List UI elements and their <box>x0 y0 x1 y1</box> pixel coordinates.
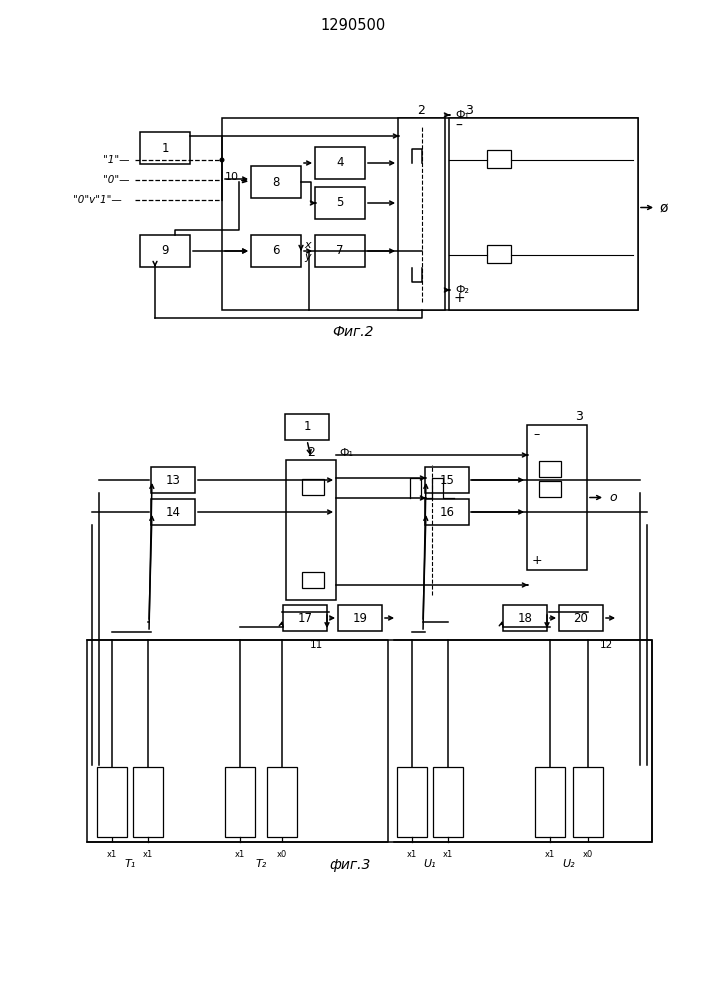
Text: –: – <box>534 428 540 442</box>
Bar <box>222 118 638 310</box>
Text: x: x <box>305 240 311 250</box>
Text: 2: 2 <box>307 446 315 458</box>
Text: 1: 1 <box>161 141 169 154</box>
Text: 1290500: 1290500 <box>320 17 385 32</box>
Text: 3: 3 <box>575 410 583 424</box>
Text: 10: 10 <box>225 172 239 182</box>
Text: x1: x1 <box>107 850 117 859</box>
Text: 14: 14 <box>165 506 180 518</box>
Text: 11: 11 <box>310 640 323 650</box>
Bar <box>267 767 297 837</box>
Text: фиг.3: фиг.3 <box>329 858 370 872</box>
Bar <box>535 767 565 837</box>
Bar <box>315 147 365 179</box>
Text: 4: 4 <box>337 156 344 169</box>
Bar <box>251 166 301 198</box>
Text: U₁: U₁ <box>423 859 436 869</box>
Bar <box>140 235 190 267</box>
Bar <box>573 767 603 837</box>
Text: 20: 20 <box>573 611 588 624</box>
Bar <box>302 572 324 588</box>
Circle shape <box>220 158 224 162</box>
Text: +: + <box>532 554 542 566</box>
Text: 5: 5 <box>337 196 344 210</box>
Text: Ф₁: Ф₁ <box>455 110 469 120</box>
Bar <box>315 187 365 219</box>
Text: ø: ø <box>660 200 669 215</box>
Text: U₂: U₂ <box>563 859 575 869</box>
Bar <box>251 235 301 267</box>
Text: 16: 16 <box>440 506 455 518</box>
Text: "0"—: "0"— <box>103 175 130 185</box>
Bar <box>539 461 561 477</box>
Bar <box>527 425 587 570</box>
Bar <box>151 467 195 493</box>
Text: x1: x1 <box>143 850 153 859</box>
Text: "1"—: "1"— <box>103 155 130 165</box>
Bar <box>487 150 511 168</box>
Text: x1: x1 <box>407 850 417 859</box>
Text: Фиг.2: Фиг.2 <box>332 325 374 339</box>
Bar <box>433 767 463 837</box>
Text: o: o <box>609 491 617 504</box>
Text: Ф₁: Ф₁ <box>339 448 353 458</box>
Bar <box>539 481 561 497</box>
Text: Ф₂: Ф₂ <box>455 285 469 295</box>
Text: "0"v"1"—: "0"v"1"— <box>74 195 122 205</box>
Bar <box>133 767 163 837</box>
Text: 15: 15 <box>440 474 455 487</box>
Text: x1: x1 <box>443 850 453 859</box>
Text: x0: x0 <box>277 850 287 859</box>
Text: 3: 3 <box>465 104 473 116</box>
Bar <box>503 605 547 631</box>
Text: 1: 1 <box>303 420 311 434</box>
Bar <box>559 605 603 631</box>
Text: 13: 13 <box>165 474 180 487</box>
Text: T₁: T₁ <box>124 859 136 869</box>
Text: 18: 18 <box>518 611 532 624</box>
Text: x1: x1 <box>545 850 555 859</box>
Text: 12: 12 <box>600 640 613 650</box>
Bar <box>425 467 469 493</box>
Bar <box>87 640 652 842</box>
Text: –: – <box>455 119 462 133</box>
Bar <box>397 767 427 837</box>
Bar <box>285 414 329 440</box>
Bar <box>302 479 324 495</box>
Bar <box>449 118 638 310</box>
Text: 8: 8 <box>272 176 280 188</box>
Text: 19: 19 <box>353 611 368 624</box>
Text: 9: 9 <box>161 244 169 257</box>
Text: x0: x0 <box>583 850 593 859</box>
Bar <box>97 767 127 837</box>
Bar <box>338 605 382 631</box>
Text: 2: 2 <box>418 104 426 116</box>
Bar <box>225 767 255 837</box>
Text: T₂: T₂ <box>255 859 267 869</box>
Bar <box>286 460 336 600</box>
Bar <box>315 235 365 267</box>
Bar <box>398 118 445 310</box>
Bar <box>487 245 511 263</box>
Text: 17: 17 <box>298 611 312 624</box>
Text: +: + <box>453 291 464 305</box>
Text: 7: 7 <box>337 244 344 257</box>
Bar <box>151 499 195 525</box>
Bar <box>283 605 327 631</box>
Bar <box>425 499 469 525</box>
Text: x1: x1 <box>235 850 245 859</box>
Text: y: y <box>305 252 311 262</box>
Text: 6: 6 <box>272 244 280 257</box>
Bar <box>140 132 190 164</box>
